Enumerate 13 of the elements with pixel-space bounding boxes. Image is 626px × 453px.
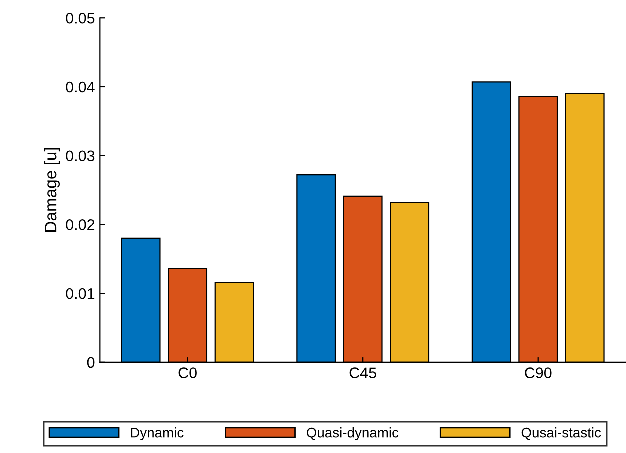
y-axis-title: Damage [u] [44,148,60,232]
y-tick-label: 0.01 [66,288,95,300]
y-tick-label: 0.03 [66,150,95,162]
y-tick-label: 0.05 [66,12,95,24]
y-tick-label: 0.02 [66,220,95,230]
x-tick-label: C90 [525,368,552,378]
y-tick-label: 0 [87,357,95,368]
x-tick-label: C45 [350,368,376,378]
legend-label: Dynamic [131,428,184,440]
y-tick-label: 0.04 [66,82,95,93]
legend-label: Quasi-dynamic [307,428,399,440]
legend-label: Qusai-stastic [522,428,602,440]
x-tick-label: C0 [178,368,197,378]
